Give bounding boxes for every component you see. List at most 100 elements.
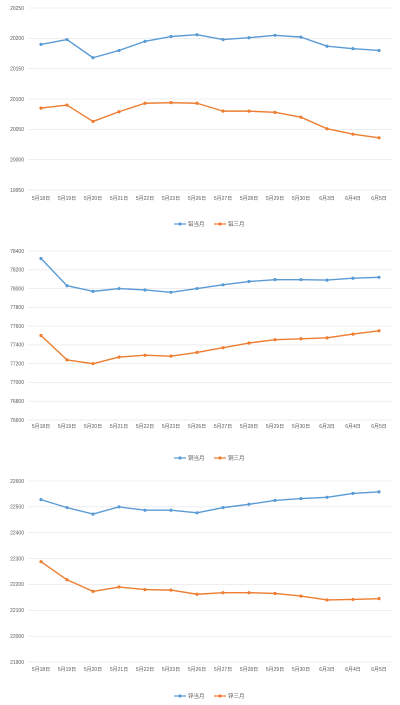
series-2 bbox=[39, 101, 381, 140]
legend-item: 锌当月 bbox=[174, 692, 205, 700]
y-tick-label: 22100 bbox=[10, 608, 24, 614]
x-tick-labels: 5月18日 5月19日 5月20日 5月21日 5月22日 5月23日 5月26日 5月27日… bbox=[32, 667, 387, 673]
data-point bbox=[299, 278, 303, 282]
data-point bbox=[169, 34, 173, 39]
data-point bbox=[117, 505, 121, 509]
data-point bbox=[195, 33, 199, 37]
y-tick-label: 77000 bbox=[10, 380, 24, 386]
data-point bbox=[195, 101, 199, 105]
x-tick-label: 5月27日 bbox=[214, 667, 232, 673]
data-point bbox=[169, 290, 173, 294]
data-point bbox=[325, 44, 329, 48]
data-point bbox=[169, 508, 173, 512]
x-tick-labels: 5月18日 5月19日 5月20日 5月21日 5月22日 5月23日 5月26日 5月27日… bbox=[32, 196, 387, 202]
y-tick-label: 20050 bbox=[10, 127, 24, 133]
legend-label: 锌当月 bbox=[188, 692, 205, 700]
data-point bbox=[143, 39, 147, 43]
chart-panel-1: 19950 20000 20050 20100 20150 20200 20250 5月18日… bbox=[10, 6, 392, 228]
data-point bbox=[65, 358, 69, 362]
data-point bbox=[221, 346, 225, 350]
data-point bbox=[351, 276, 355, 280]
data-point bbox=[39, 42, 43, 47]
data-point bbox=[169, 101, 173, 105]
data-point bbox=[91, 589, 95, 594]
legend-label: 铜当月 bbox=[188, 454, 205, 462]
x-tick-label: 5月27日 bbox=[214, 424, 232, 430]
data-point bbox=[195, 286, 199, 291]
data-point bbox=[221, 506, 225, 510]
data-point bbox=[273, 33, 277, 37]
series-1 bbox=[39, 490, 381, 516]
y-tick-labels: 21900 22000 22100 22200 22300 22400 22500 22600 bbox=[10, 479, 24, 666]
data-point bbox=[351, 332, 355, 336]
legend-marker bbox=[178, 694, 182, 698]
data-point bbox=[299, 337, 303, 341]
y-tick-labels: 76600 76800 77000 77200 77400 77600 77800 78000… bbox=[10, 249, 24, 424]
series-line bbox=[40, 330, 380, 365]
y-tick-label: 19950 bbox=[10, 188, 24, 194]
legend-label: 铝三月 bbox=[228, 220, 245, 228]
legend-marker bbox=[178, 456, 182, 460]
x-tick-label: 5月29日 bbox=[266, 667, 284, 673]
data-point bbox=[39, 256, 43, 261]
data-point bbox=[247, 109, 251, 113]
chart-panel-2: 76600 76800 77000 77200 77400 77600 77800 78000… bbox=[10, 249, 392, 462]
data-point bbox=[377, 136, 381, 140]
data-point bbox=[117, 48, 121, 53]
gridlines bbox=[28, 7, 392, 191]
data-point bbox=[143, 588, 147, 592]
x-tick-label: 5月18日 bbox=[32, 196, 50, 202]
series-1 bbox=[39, 33, 381, 60]
x-tick-label: 6月4日 bbox=[345, 667, 361, 673]
y-tick-label: 22600 bbox=[10, 479, 24, 485]
y-tick-label: 77600 bbox=[10, 324, 24, 330]
y-tick-labels: 19950 20000 20050 20100 20150 20200 20250 bbox=[10, 6, 24, 194]
data-point bbox=[143, 288, 147, 292]
data-point bbox=[247, 279, 251, 284]
data-point bbox=[91, 289, 95, 293]
data-point bbox=[377, 48, 381, 53]
x-tick-label: 5月23日 bbox=[162, 196, 180, 202]
x-tick-label: 5月22日 bbox=[136, 196, 154, 202]
y-tick-label: 22000 bbox=[10, 634, 24, 640]
data-point bbox=[247, 341, 251, 345]
x-tick-label: 5月23日 bbox=[162, 667, 180, 673]
data-point bbox=[325, 278, 329, 282]
y-tick-label: 20100 bbox=[10, 97, 24, 103]
x-tick-labels: 5月18日 5月19日 5月20日 5月21日 5月22日 5月23日 5月26日 5月27日… bbox=[32, 424, 387, 430]
y-tick-label: 22300 bbox=[10, 556, 24, 562]
data-point bbox=[117, 585, 121, 589]
data-point bbox=[65, 37, 69, 42]
y-tick-label: 77400 bbox=[10, 343, 24, 349]
data-point bbox=[273, 278, 277, 282]
x-tick-label: 5月20日 bbox=[84, 424, 102, 430]
data-point bbox=[91, 56, 95, 60]
series-line bbox=[40, 33, 380, 59]
data-point bbox=[221, 109, 225, 113]
x-tick-label: 5月20日 bbox=[84, 667, 102, 673]
x-tick-label: 6月3日 bbox=[319, 667, 335, 673]
series-line bbox=[40, 491, 380, 515]
data-point bbox=[221, 283, 225, 287]
data-point bbox=[299, 594, 303, 598]
data-point bbox=[143, 101, 147, 105]
data-point bbox=[195, 592, 199, 596]
gridlines bbox=[28, 480, 392, 663]
y-tick-label: 77200 bbox=[10, 361, 24, 367]
series-1 bbox=[39, 256, 381, 294]
legend: 锌当月 锌三月 bbox=[174, 692, 245, 700]
legend-marker bbox=[178, 222, 182, 226]
y-tick-label: 76800 bbox=[10, 399, 24, 405]
x-tick-label: 5月23日 bbox=[162, 424, 180, 430]
data-point bbox=[91, 512, 95, 516]
x-tick-label: 5月29日 bbox=[266, 424, 284, 430]
data-point bbox=[325, 336, 329, 340]
data-point bbox=[273, 591, 277, 596]
legend-item: 铜三月 bbox=[214, 454, 245, 462]
x-tick-label: 5月19日 bbox=[58, 667, 76, 673]
data-point bbox=[325, 495, 329, 499]
data-point bbox=[247, 36, 251, 40]
data-point bbox=[377, 329, 381, 333]
x-tick-label: 5月18日 bbox=[32, 667, 50, 673]
